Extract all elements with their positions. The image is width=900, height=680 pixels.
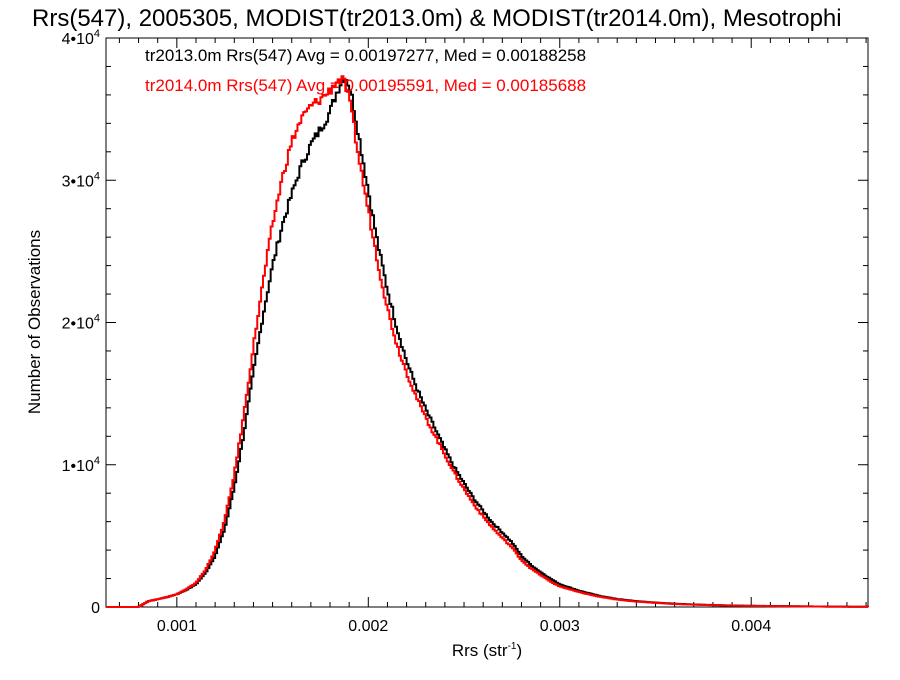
series-layer xyxy=(106,75,869,608)
legend-entry-tr2013: tr2013.0m Rrs(547) Avg = 0.00197277, Med… xyxy=(145,46,586,65)
series-line-tr2013 xyxy=(106,78,869,608)
series-line-tr2014 xyxy=(106,75,869,608)
x-axis-label-sup: -1 xyxy=(508,641,517,652)
y-axis-ticks: 0 1•104 2•104 3•104 4•104 xyxy=(62,28,868,617)
x-tick-label: 0.004 xyxy=(731,618,771,635)
y-tick-label: 4•104 xyxy=(62,28,100,48)
x-tick-label: 0.003 xyxy=(540,618,580,635)
y-tick-label: 2•104 xyxy=(62,313,100,333)
x-axis-label-main: Rrs (str xyxy=(452,641,508,660)
y-tick-label: 0 xyxy=(91,600,100,617)
y-tick-label: 3•104 xyxy=(62,170,100,190)
x-axis-label-end: ) xyxy=(516,641,522,660)
y-axis-label: Number of Observations xyxy=(25,230,44,414)
x-axis-label: Rrs (str-1) xyxy=(452,641,522,660)
legend-entry-tr2014: tr2014.0m Rrs(547) Avg = 0.00195591, Med… xyxy=(145,76,586,95)
x-tick-label: 0.002 xyxy=(348,618,388,635)
x-tick-label: 0.001 xyxy=(157,618,197,635)
x-axis-ticks: 0.001 0.002 0.003 0.004 xyxy=(118,38,867,635)
chart-title: Rrs(547), 2005305, MODIST(tr2013.0m) & M… xyxy=(32,5,842,32)
y-tick-label: 1•104 xyxy=(62,455,100,475)
